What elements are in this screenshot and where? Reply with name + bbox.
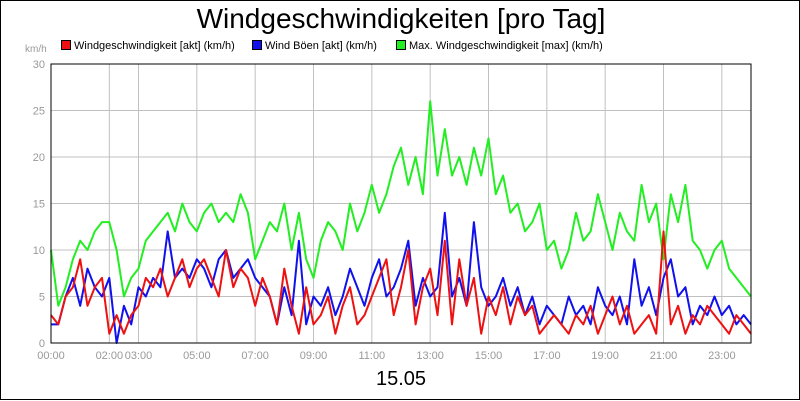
plot-border: [50, 63, 752, 344]
x-tick-label: 11:00: [358, 350, 385, 362]
y-tick-label: 15: [33, 199, 45, 211]
x-axis-date-label: 15.05: [375, 368, 427, 390]
x-tick-label: 00:00: [37, 350, 65, 362]
legend-item-boeen: Wind Böen [akt] (km/h): [252, 40, 377, 53]
y-tick-label: 30: [33, 59, 45, 71]
x-tick-label: 21:00: [650, 350, 678, 362]
legend-label-boeen: Wind Böen [akt] (km/h): [265, 40, 377, 52]
x-tick-label: 15:00: [475, 350, 503, 362]
legend-swatch-red: [61, 40, 71, 50]
x-tick-label: 19:00: [591, 350, 619, 362]
x-tick-label: 23:00: [708, 350, 736, 362]
x-tick-label: 09:00: [300, 350, 328, 362]
y-tick-label: 25: [33, 106, 45, 118]
y-tick-label: 0: [39, 338, 45, 350]
x-tick-label: 05:00: [183, 350, 211, 362]
series-line-1: [51, 211, 752, 344]
series-line-0: [50, 230, 752, 335]
x-tick-label: 02:00: [96, 350, 124, 362]
x-tick-label: 17:00: [533, 350, 561, 362]
legend-swatch-blue: [252, 40, 262, 50]
legend-swatch-green: [396, 40, 406, 50]
y-tick-label: 10: [33, 245, 45, 257]
y-tick-label: 5: [39, 292, 45, 304]
legend-item-akt: Windgeschwindigkeit [akt] (km/h): [61, 40, 235, 53]
y-tick-label: 20: [33, 152, 45, 164]
y-axis-unit-label: km/h: [25, 44, 47, 55]
legend-label-akt: Windgeschwindigkeit [akt] (km/h): [74, 40, 235, 52]
legend-label-max: Max. Windgeschwindigkeit [max] (km/h): [409, 40, 603, 52]
x-tick-label: 07:00: [241, 350, 269, 362]
x-tick-label: 03:00: [125, 350, 153, 362]
chart-title: Windgeschwindigkeiten [pro Tag]: [196, 3, 606, 34]
x-tick-label: 13:00: [416, 350, 444, 362]
legend-item-max: Max. Windgeschwindigkeit [max] (km/h): [396, 40, 603, 53]
series-line-2: [50, 100, 752, 307]
